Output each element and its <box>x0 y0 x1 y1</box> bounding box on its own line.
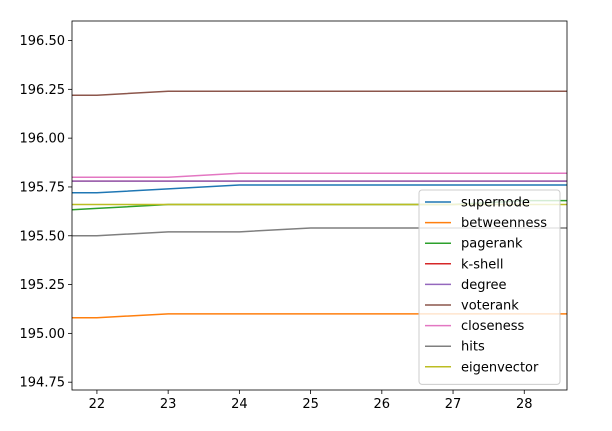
y-tick-label: 196.00 <box>20 132 66 147</box>
legend-item-pagerank: pagerank <box>425 237 523 252</box>
x-tick-label: 25 <box>302 397 319 412</box>
series-lines <box>72 90 567 319</box>
x-tick-label: 27 <box>445 397 462 412</box>
y-tick-label: 195.75 <box>20 180 66 195</box>
series-line-closeness <box>72 172 567 178</box>
y-tick-label: 195.50 <box>20 229 66 244</box>
legend-label: k-shell <box>461 257 503 272</box>
x-tick-label: 28 <box>516 397 533 412</box>
series-line-supernode <box>72 184 567 194</box>
y-tick-label: 195.00 <box>20 327 66 342</box>
x-tick-label: 26 <box>374 397 391 412</box>
legend-label: hits <box>461 340 485 355</box>
y-tick-label: 195.25 <box>20 278 66 293</box>
legend-box <box>418 189 561 385</box>
legend-label: supernode <box>461 196 530 211</box>
x-tick-label: 23 <box>160 397 177 412</box>
legend-label: pagerank <box>461 237 523 252</box>
y-axis: 194.75 195.00 195.25 195.50 195.75 196.00 196.… <box>20 34 72 391</box>
legend-label: closeness <box>461 319 524 334</box>
legend-item-k-shell: k-shell <box>425 257 503 272</box>
legend-item-closeness: closeness <box>425 319 524 334</box>
x-tick-label: 24 <box>231 397 248 412</box>
legend-label: degree <box>461 278 507 293</box>
y-tick-label: 194.75 <box>20 376 66 391</box>
legend-item-supernode: supernode <box>425 196 530 211</box>
legend-item-degree: degree <box>425 278 507 293</box>
legend: supernode betweenness pagerank k-shell degre… <box>418 189 561 385</box>
legend-item-betweenness: betweenness <box>425 216 547 231</box>
legend-label: betweenness <box>461 216 547 231</box>
x-axis: 22 23 24 25 26 27 28 <box>89 390 533 412</box>
legend-label: voterank <box>461 299 519 314</box>
x-tick-label: 22 <box>89 397 106 412</box>
legend-item-hits: hits <box>425 340 485 355</box>
legend-item-eigenvector: eigenvector <box>425 360 539 375</box>
axes-frame <box>71 20 568 391</box>
series-line-voterank <box>72 90 567 96</box>
y-tick-label: 196.50 <box>20 34 66 49</box>
legend-item-voterank: voterank <box>425 299 519 314</box>
plot-area <box>71 20 568 391</box>
legend-label: eigenvector <box>461 360 539 375</box>
y-tick-label: 196.25 <box>20 83 66 98</box>
